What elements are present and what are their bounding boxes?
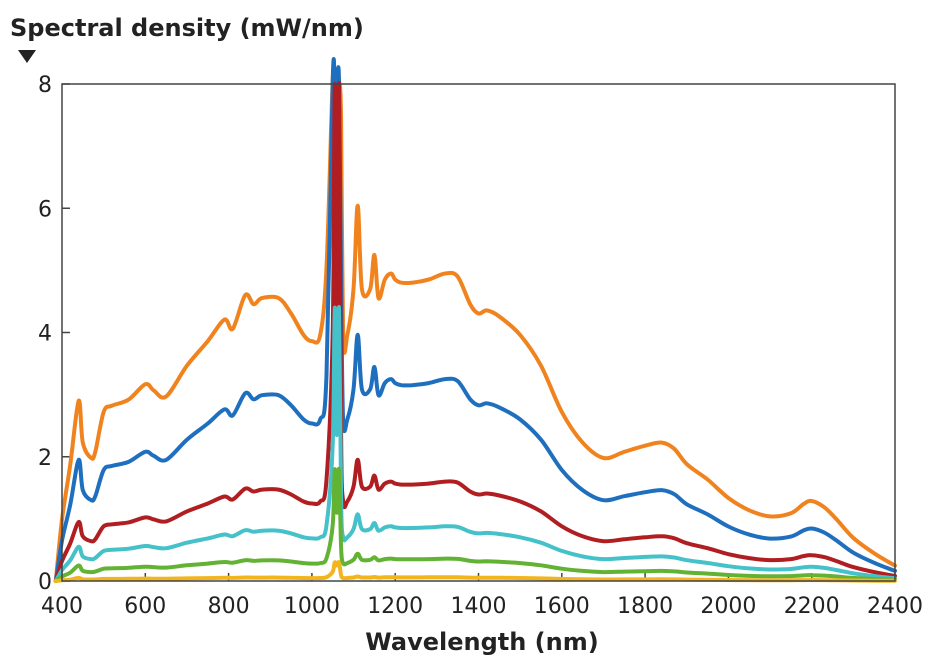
- y-tick-label: 0: [38, 570, 52, 595]
- x-tick-label: 1600: [534, 594, 590, 619]
- x-ticks: 400 600 800 1000 1200 1400 1600 1800 2000 2200 240…: [41, 573, 923, 619]
- x-tick-label: 2400: [867, 594, 923, 619]
- x-tick-label: 2200: [784, 594, 840, 619]
- y-tick-label: 4: [38, 322, 52, 347]
- series-group: [53, 57, 897, 583]
- y-tick-label: 6: [38, 197, 52, 222]
- y-axis-label: Spectral density (mW/nm): [10, 14, 364, 42]
- x-tick-label: 1800: [617, 594, 673, 619]
- y-axis-arrow-icon: [18, 50, 36, 63]
- x-tick-label: 600: [124, 594, 166, 619]
- series-line-2: [53, 57, 897, 583]
- series-line-4: [53, 305, 897, 583]
- x-tick-label: 400: [41, 594, 83, 619]
- series-line-1: [53, 65, 897, 583]
- x-axis-label: Wavelength (nm): [365, 628, 598, 656]
- series-line-5: [53, 467, 897, 583]
- y-tick-label: 8: [38, 73, 52, 98]
- series-line-6: [53, 560, 897, 583]
- x-tick-label: 1400: [451, 594, 507, 619]
- x-tick-label: 1200: [367, 594, 423, 619]
- y-tick-label: 2: [38, 446, 52, 471]
- x-tick-label: 1000: [284, 594, 340, 619]
- x-tick-label: 800: [208, 594, 250, 619]
- plot-frame: [61, 83, 896, 582]
- x-tick-label: 2000: [700, 594, 756, 619]
- series-line-3: [53, 81, 897, 583]
- y-ticks: 0 2 4 6 8: [38, 73, 70, 595]
